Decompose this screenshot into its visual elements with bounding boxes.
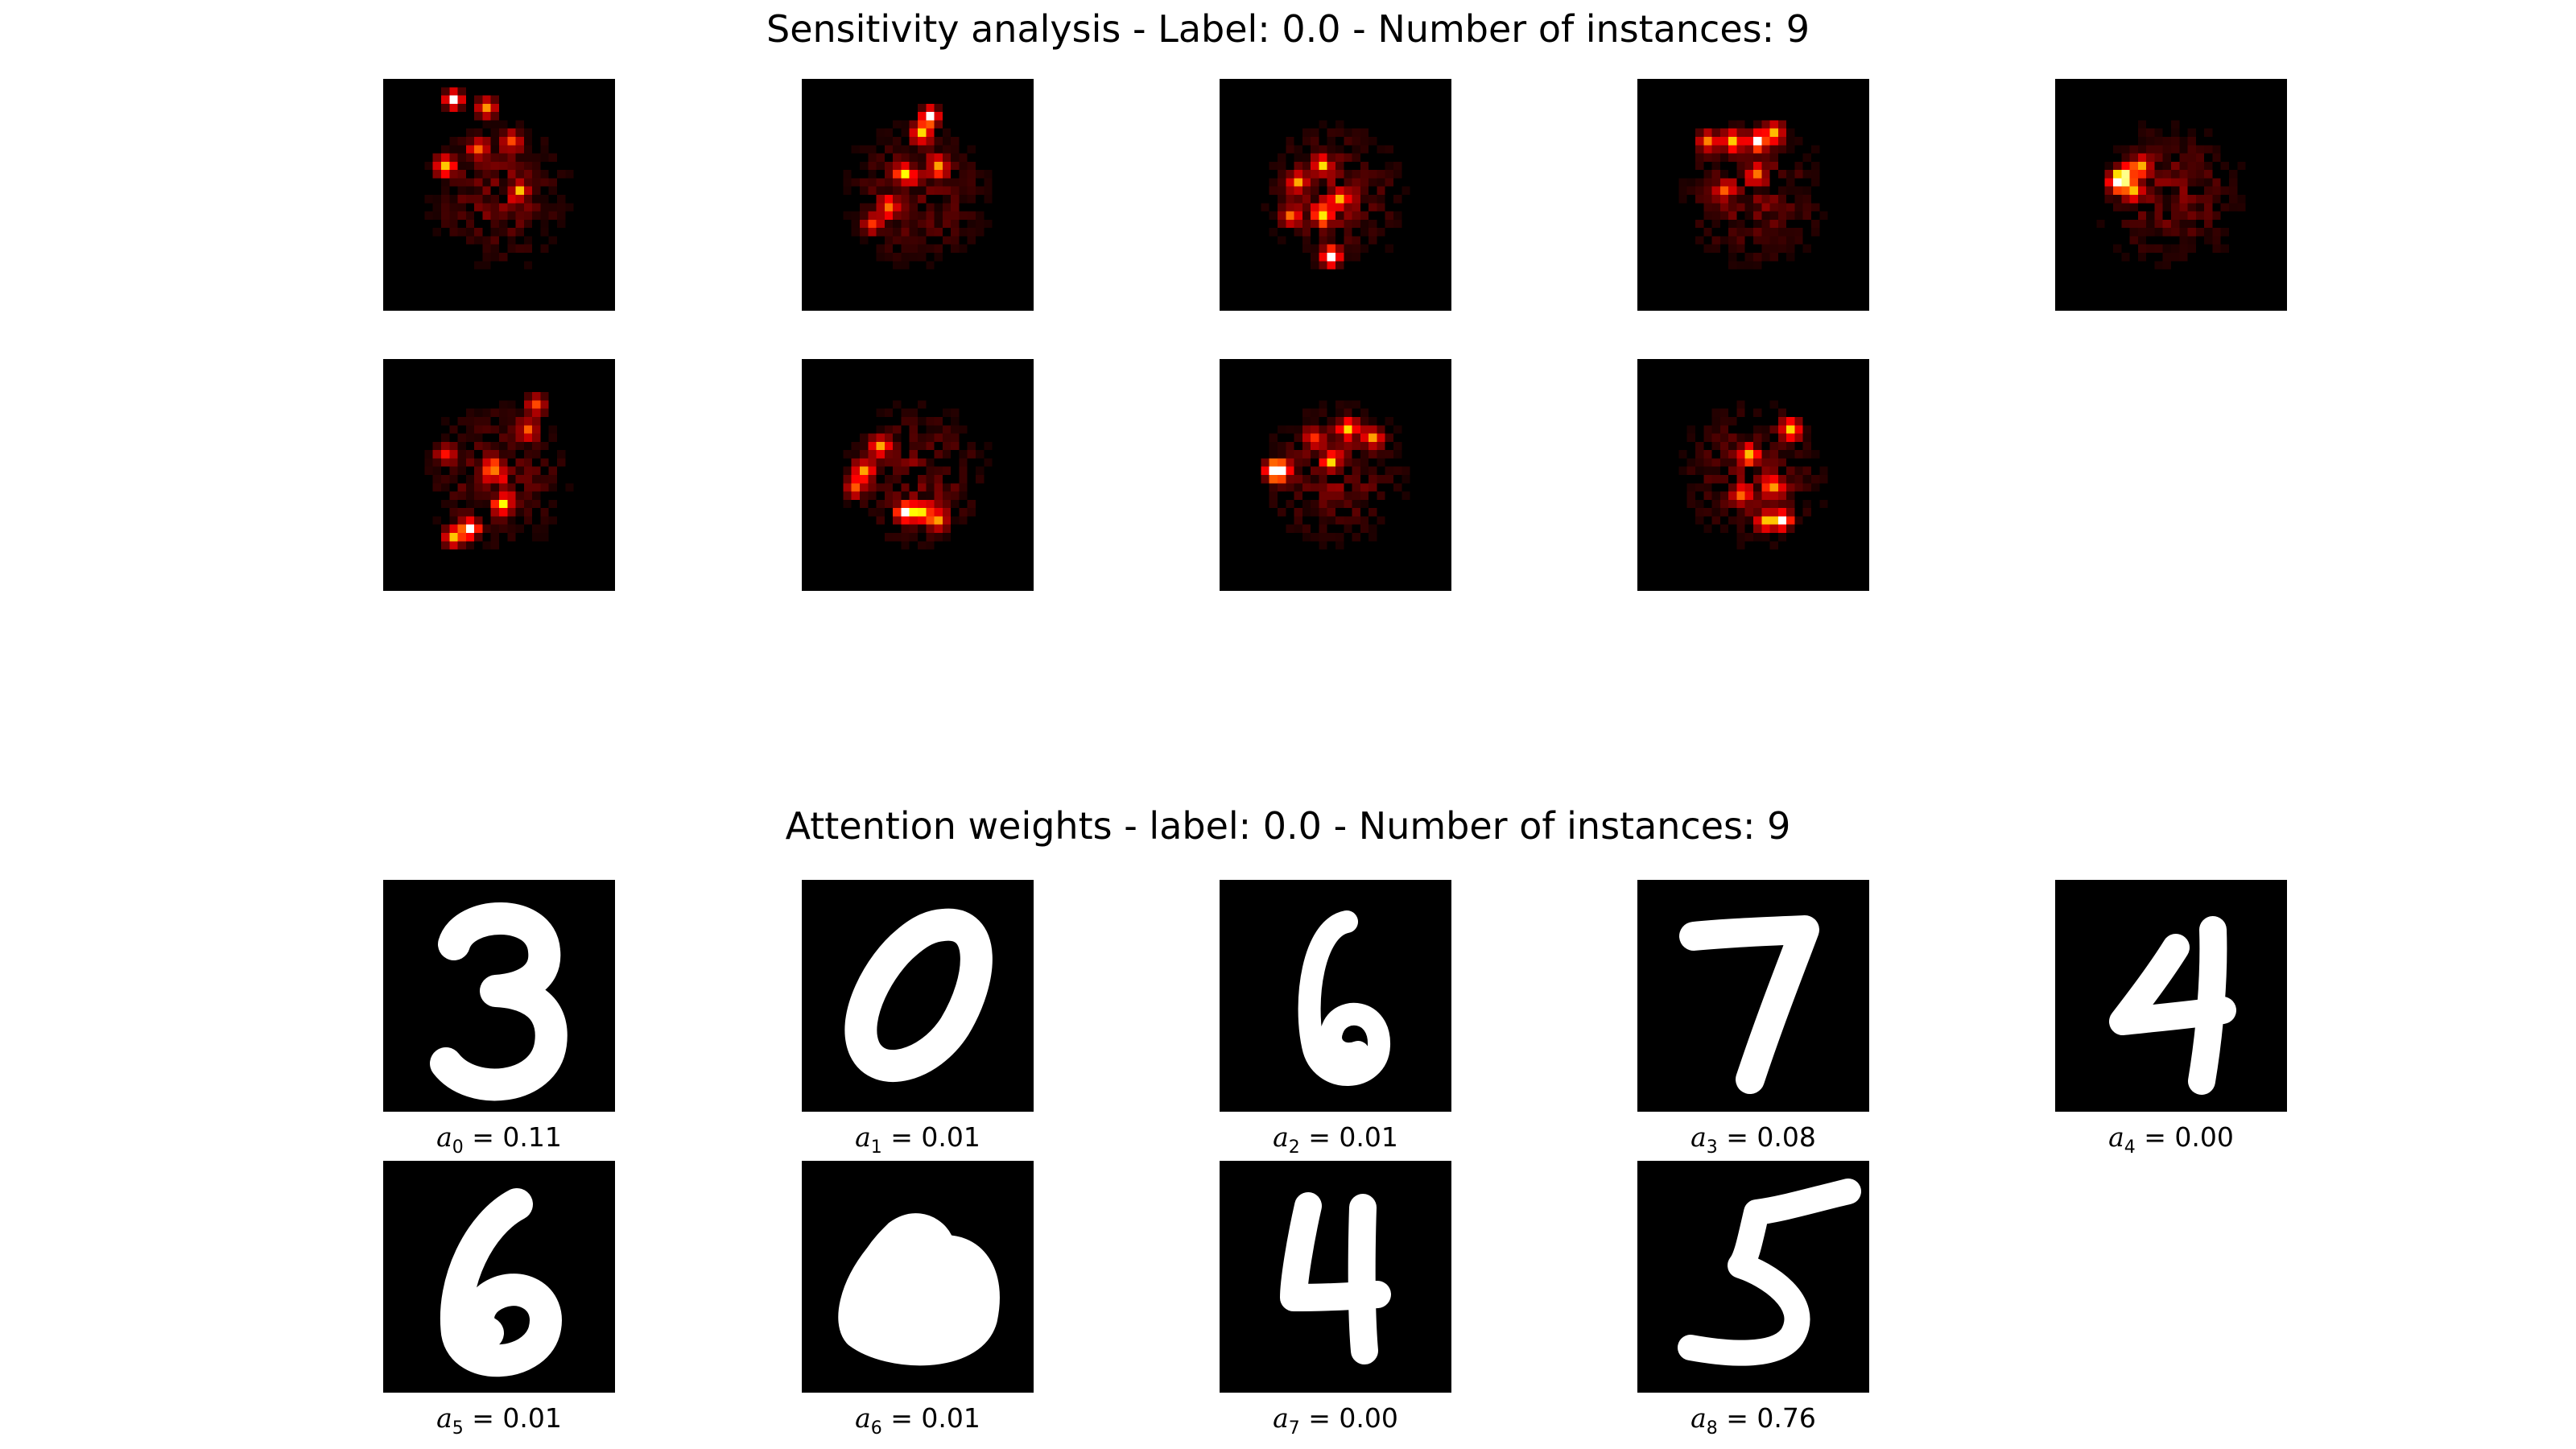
weight-value: 0.00 [2174,1121,2234,1153]
weight-symbol: a [436,1121,452,1153]
weight-index: 7 [1288,1418,1300,1439]
digit-stroke-1-0 [844,908,993,1082]
digit-image-2 [1220,880,1451,1112]
digit-image-4 [2055,880,2287,1112]
digit-stroke-5-0 [440,1188,562,1377]
sensitivity-map-5 [383,359,615,591]
weight-value: 0.01 [1339,1121,1398,1153]
digit-image-1 [802,880,1034,1112]
digit-stroke-8-0 [1678,1179,1861,1366]
weight-symbol: a [1273,1121,1289,1153]
attention-weight-label-7: a7 = 0.00 [1174,1402,1496,1438]
weight-index: 6 [870,1418,882,1439]
weight-equals: = [2135,1121,2175,1153]
weight-index: 2 [1288,1137,1300,1158]
weight-equals: = [1717,1402,1757,1434]
weight-value: 0.00 [1339,1402,1398,1434]
weight-equals: = [463,1121,503,1153]
digit-image-8 [1637,1161,1869,1393]
sensitivity-map-0 [383,79,615,311]
digit-stroke-3-0 [1679,915,1819,1094]
weight-symbol: a [1273,1402,1289,1434]
digit-stroke-4-0 [2109,934,2236,1035]
sensitivity-map-4 [2055,79,2287,311]
weight-symbol: a [855,1121,871,1153]
digit-image-6 [802,1161,1034,1393]
digit-image-0 [383,880,615,1112]
attention-weight-label-4: a4 = 0.00 [2010,1121,2332,1157]
weight-value: 0.11 [502,1121,562,1153]
attention-weight-label-2: a2 = 0.01 [1174,1121,1496,1157]
digit-image-5 [383,1161,615,1393]
attention-weight-label-3: a3 = 0.08 [1592,1121,1914,1157]
weight-equals: = [1299,1121,1340,1153]
weight-equals: = [1717,1121,1757,1153]
sensitivity-map-2 [1220,79,1451,311]
weight-symbol: a [2108,1121,2124,1153]
weight-equals: = [1299,1402,1340,1434]
digit-image-3 [1637,880,1869,1112]
weight-index: 0 [452,1137,464,1158]
sensitivity-map-8 [1637,359,1869,591]
attention-weight-label-6: a6 = 0.01 [757,1402,1079,1438]
weight-value: 0.01 [921,1121,980,1153]
weight-symbol: a [1690,1402,1707,1434]
weight-index: 8 [1706,1418,1718,1439]
weight-symbol: a [855,1402,871,1434]
weight-equals: = [881,1121,922,1153]
attention-weight-label-5: a5 = 0.01 [338,1402,660,1438]
weight-equals: = [463,1402,503,1434]
attention-weight-label-8: a8 = 0.76 [1592,1402,1914,1438]
weight-symbol: a [1690,1121,1707,1153]
weight-value: 0.01 [921,1402,980,1434]
sensitivity-map-1 [802,79,1034,311]
weight-value: 0.08 [1757,1121,1816,1153]
weight-index: 3 [1706,1137,1718,1158]
digit-stroke-4-1 [2188,916,2227,1095]
sensitivity-map-3 [1637,79,1869,311]
digit-image-7 [1220,1161,1451,1393]
weight-index: 1 [870,1137,882,1158]
attention-weight-label-1: a1 = 0.01 [757,1121,1079,1157]
attention-title: Attention weights - label: 0.0 - Number … [785,804,1791,848]
digit-stroke-0-0 [430,902,568,1101]
weight-symbol: a [436,1402,452,1434]
weight-index: 4 [2124,1137,2136,1158]
digit-stroke-2-0 [1298,910,1390,1086]
weight-equals: = [881,1402,922,1434]
weight-index: 5 [452,1418,464,1439]
attention-weight-label-0: a0 = 0.11 [338,1121,660,1157]
weight-value: 0.76 [1757,1402,1816,1434]
sensitivity-map-7 [1220,359,1451,591]
weight-value: 0.01 [502,1402,562,1434]
digit-stroke-6-0 [838,1213,1000,1366]
sensitivity-map-6 [802,359,1034,591]
sensitivity-title: Sensitivity analysis - Label: 0.0 - Numb… [766,7,1810,51]
digit-stroke-7-1 [1348,1194,1378,1364]
